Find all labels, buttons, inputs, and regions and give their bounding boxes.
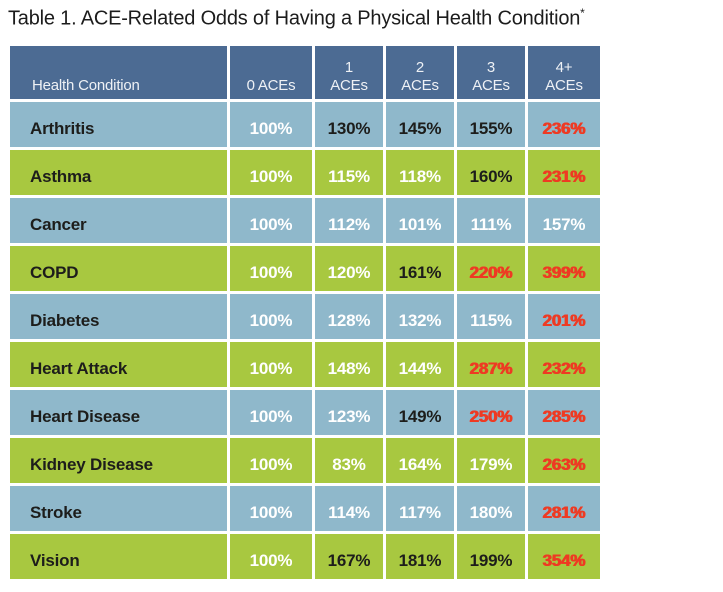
- value-cell-2-aces: 117%: [386, 486, 454, 531]
- condition-cell: Kidney Disease: [10, 438, 227, 483]
- value-cell-1-aces: 130%: [315, 102, 383, 147]
- condition-cell: Heart Disease: [10, 390, 227, 435]
- value-cell-2-aces: 118%: [386, 150, 454, 195]
- value-cell-4-aces: 281%: [528, 486, 600, 531]
- value-cell-0-aces: 100%: [230, 438, 312, 483]
- value-cell-1-aces: 83%: [315, 438, 383, 483]
- value-cell-0-aces: 100%: [230, 486, 312, 531]
- value-cell-0-aces: 100%: [230, 534, 312, 579]
- value-cell-2-aces: 164%: [386, 438, 454, 483]
- condition-cell: Stroke: [10, 486, 227, 531]
- column-header-line2: ACEs: [330, 77, 368, 94]
- value-cell-3-aces: 287%: [457, 342, 525, 387]
- value-cell-3-aces: 199%: [457, 534, 525, 579]
- value-cell-0-aces: 100%: [230, 390, 312, 435]
- value-cell-2-aces: 149%: [386, 390, 454, 435]
- condition-cell: Diabetes: [10, 294, 227, 339]
- column-header-line2: ACEs: [472, 77, 510, 94]
- condition-cell: Cancer: [10, 198, 227, 243]
- condition-cell: Asthma: [10, 150, 227, 195]
- value-cell-0-aces: 100%: [230, 150, 312, 195]
- column-header-line1: 4+: [555, 59, 573, 76]
- condition-cell: COPD: [10, 246, 227, 291]
- column-header-3-aces: 3 ACEs: [457, 46, 525, 99]
- value-cell-1-aces: 128%: [315, 294, 383, 339]
- value-cell-1-aces: 167%: [315, 534, 383, 579]
- value-cell-4-aces: 354%: [528, 534, 600, 579]
- value-cell-4-aces: 263%: [528, 438, 600, 483]
- value-cell-3-aces: 220%: [457, 246, 525, 291]
- value-cell-4-aces: 285%: [528, 390, 600, 435]
- value-cell-0-aces: 100%: [230, 102, 312, 147]
- value-cell-3-aces: 155%: [457, 102, 525, 147]
- table-caption-text: Table 1. ACE-Related Odds of Having a Ph…: [8, 7, 581, 30]
- value-cell-1-aces: 120%: [315, 246, 383, 291]
- value-cell-0-aces: 100%: [230, 342, 312, 387]
- value-cell-2-aces: 144%: [386, 342, 454, 387]
- value-cell-3-aces: 179%: [457, 438, 525, 483]
- column-header-line2: 0 ACEs: [246, 77, 296, 94]
- value-cell-4-aces: 399%: [528, 246, 600, 291]
- column-header-line2: Health Condition: [32, 77, 140, 94]
- value-cell-1-aces: 114%: [315, 486, 383, 531]
- column-header-4-aces: 4+ ACEs: [528, 46, 600, 99]
- column-header-line1: 1: [344, 59, 354, 76]
- value-cell-4-aces: 232%: [528, 342, 600, 387]
- value-cell-2-aces: 101%: [386, 198, 454, 243]
- value-cell-1-aces: 112%: [315, 198, 383, 243]
- value-cell-3-aces: 180%: [457, 486, 525, 531]
- value-cell-4-aces: 231%: [528, 150, 600, 195]
- column-header-line2: ACEs: [401, 77, 439, 94]
- condition-cell: Arthritis: [10, 102, 227, 147]
- value-cell-2-aces: 161%: [386, 246, 454, 291]
- table-caption: Table 1. ACE-Related Odds of Having a Ph…: [8, 6, 585, 31]
- value-cell-2-aces: 181%: [386, 534, 454, 579]
- value-cell-0-aces: 100%: [230, 198, 312, 243]
- value-cell-2-aces: 145%: [386, 102, 454, 147]
- column-header-health-condition: Health Condition: [10, 46, 227, 99]
- value-cell-0-aces: 100%: [230, 294, 312, 339]
- value-cell-2-aces: 132%: [386, 294, 454, 339]
- column-header-line1: 2: [415, 59, 425, 76]
- column-header-1-aces: 1 ACEs: [315, 46, 383, 99]
- value-cell-1-aces: 115%: [315, 150, 383, 195]
- column-header-line2: ACEs: [545, 77, 583, 94]
- column-header-2-aces: 2 ACEs: [386, 46, 454, 99]
- value-cell-4-aces: 201%: [528, 294, 600, 339]
- value-cell-3-aces: 115%: [457, 294, 525, 339]
- value-cell-0-aces: 100%: [230, 246, 312, 291]
- value-cell-3-aces: 250%: [457, 390, 525, 435]
- condition-cell: Heart Attack: [10, 342, 227, 387]
- column-header-line1: 3: [486, 59, 496, 76]
- ace-odds-table: Health Condition 0 ACEs 1 ACEs 2 ACEs 3 ACEs 4+ A…: [10, 46, 600, 579]
- column-header-0-aces: 0 ACEs: [230, 46, 312, 99]
- value-cell-3-aces: 160%: [457, 150, 525, 195]
- footnote-marker: *: [580, 6, 585, 20]
- value-cell-3-aces: 111%: [457, 198, 525, 243]
- value-cell-4-aces: 157%: [528, 198, 600, 243]
- value-cell-1-aces: 123%: [315, 390, 383, 435]
- value-cell-1-aces: 148%: [315, 342, 383, 387]
- value-cell-4-aces: 236%: [528, 102, 600, 147]
- condition-cell: Vision: [10, 534, 227, 579]
